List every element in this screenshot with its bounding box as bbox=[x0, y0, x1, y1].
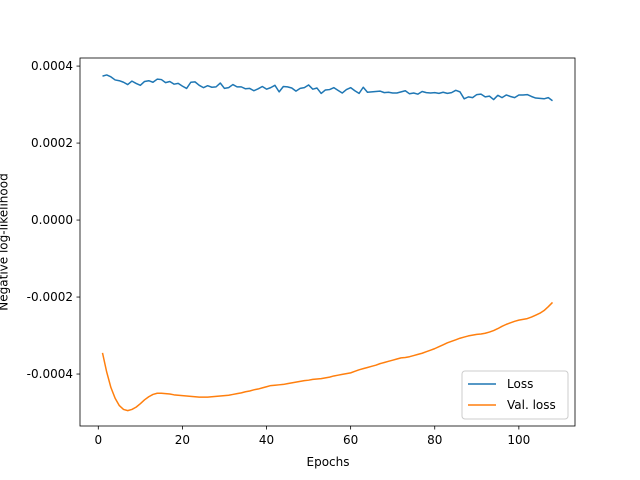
x-tick-label: 0 bbox=[94, 433, 102, 447]
x-tick-label: 80 bbox=[427, 433, 442, 447]
y-tick-label: 0.0004 bbox=[31, 59, 73, 73]
legend-label: Loss bbox=[507, 377, 533, 391]
y-tick-label: 0.0000 bbox=[31, 213, 73, 227]
y-tick-label: -0.0002 bbox=[27, 290, 73, 304]
y-tick-label: 0.0002 bbox=[31, 136, 73, 150]
legend-box bbox=[461, 370, 569, 420]
line-series bbox=[101, 301, 554, 412]
y-axis-label: Negative log-likelihood bbox=[0, 173, 11, 310]
x-axis-label: Epochs bbox=[307, 455, 350, 469]
line-series bbox=[102, 74, 553, 102]
legend-label: Val. loss bbox=[507, 398, 556, 412]
x-tick-label: 20 bbox=[175, 433, 190, 447]
x-tick-label: 40 bbox=[259, 433, 274, 447]
x-tick-label: 100 bbox=[507, 433, 530, 447]
axes-frame bbox=[79, 57, 576, 427]
y-tick-label: -0.0004 bbox=[27, 367, 73, 381]
x-tick-label: 60 bbox=[343, 433, 358, 447]
